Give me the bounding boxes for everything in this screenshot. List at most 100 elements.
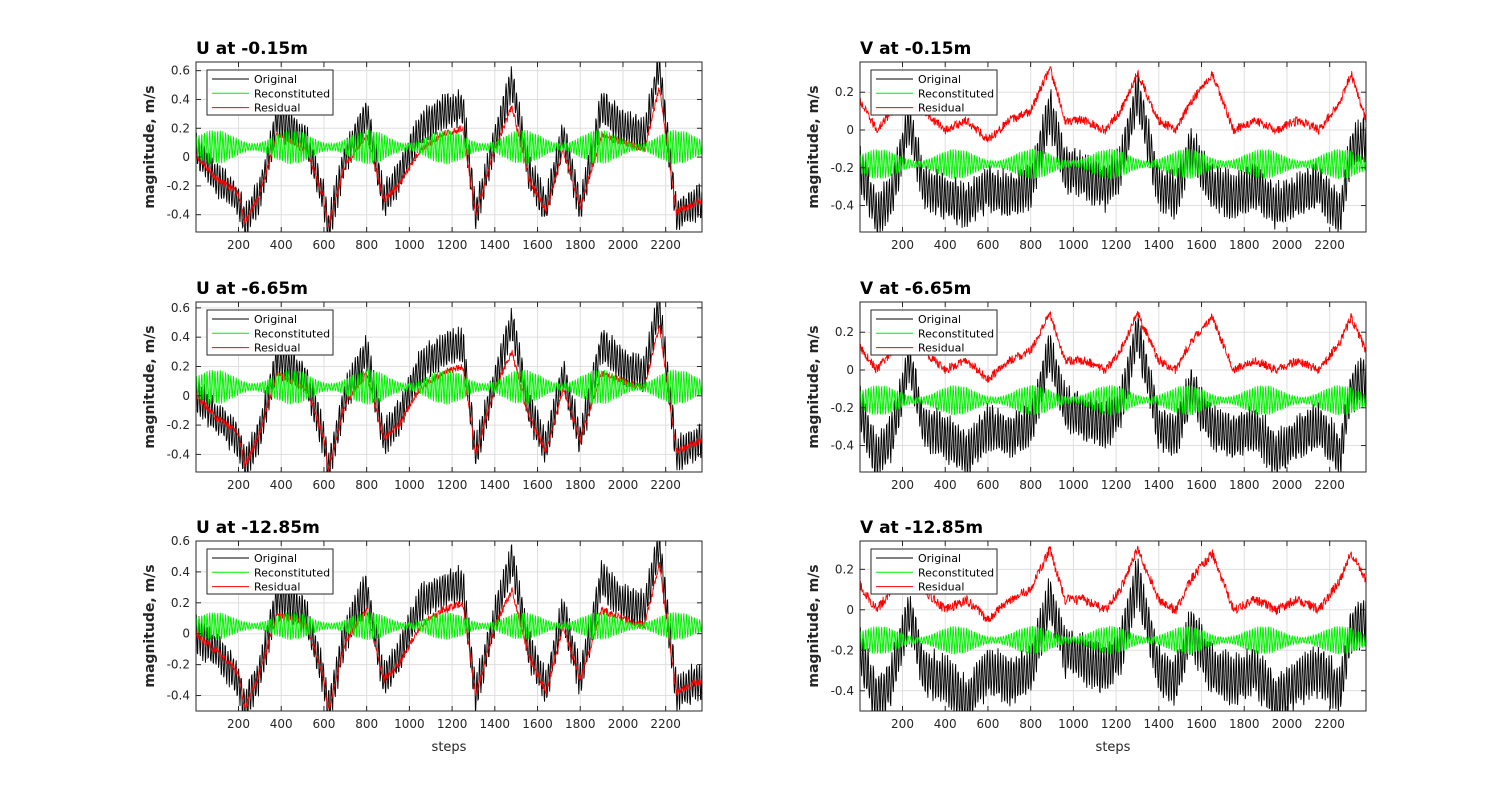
- xtick-label-2: 600: [976, 717, 999, 731]
- xtick-label-7: 1600: [1186, 478, 1217, 492]
- series-reconstituted: [860, 625, 1366, 655]
- ytick-label-0: -0.4: [831, 199, 854, 213]
- ytick-label-4: 0.4: [171, 330, 190, 344]
- subplot-6: 200 400 600 800 1000 1200 1400 1600 1800 2000 2200…: [806, 518, 1367, 755]
- xtick-label-1: 400: [270, 478, 293, 492]
- xtick-label-2: 600: [976, 238, 999, 252]
- subplot-1: 200 400 600 800 1000 1200 1400 1600 1800 2000 2200…: [142, 39, 703, 252]
- xtick-label-1: 400: [934, 478, 957, 492]
- series-reconstituted: [196, 129, 702, 165]
- legend-entry-0: Original: [254, 552, 297, 565]
- xtick-label-4: 1000: [1058, 238, 1089, 252]
- xtick-label-3: 800: [1019, 717, 1042, 731]
- xtick-label-8: 1800: [1229, 717, 1260, 731]
- xtick-label-2: 600: [312, 717, 335, 731]
- axes-box: [195, 540, 703, 712]
- ytick-label-2: 0: [182, 627, 190, 641]
- ytick-label-1: -0.2: [167, 179, 190, 193]
- series-group: [860, 310, 1366, 472]
- xtick-label-0: 200: [891, 478, 914, 492]
- xtick-label-6: 1400: [480, 478, 511, 492]
- xtick-label-5: 1200: [1101, 717, 1132, 731]
- series-group: [196, 541, 702, 711]
- ytick-label-4: 0.4: [171, 92, 190, 106]
- legend-entry-0: Original: [918, 73, 961, 86]
- xtick-label-10: 2200: [650, 478, 681, 492]
- ytick-label-1: -0.2: [831, 161, 854, 175]
- ytick-label-0: -0.4: [831, 684, 854, 698]
- ytick-label-2: 0: [846, 123, 854, 137]
- ytick-label-0: -0.4: [831, 439, 854, 453]
- subplot-5: 200 400 600 800 1000 1200 1400 1600 1800 2000 2200…: [142, 518, 703, 755]
- xtick-label-0: 200: [227, 478, 250, 492]
- ytick-label-3: 0.2: [171, 596, 190, 610]
- xtick-label-9: 2000: [608, 478, 639, 492]
- subplot-title: V at -0.15m: [860, 39, 971, 59]
- legend-entry-2: Residual: [918, 102, 964, 115]
- xtick-label-7: 1600: [522, 717, 553, 731]
- series-original: [860, 71, 1366, 232]
- xtick-label-0: 200: [227, 238, 250, 252]
- xtick-label-9: 2000: [1272, 717, 1303, 731]
- ytick-label-1: -0.2: [831, 401, 854, 415]
- ytick-label-2: 0: [846, 603, 854, 617]
- series-residual: [860, 545, 1366, 623]
- legend-entry-2: Residual: [254, 102, 300, 115]
- xtick-label-5: 1200: [437, 717, 468, 731]
- series-original: [196, 541, 702, 711]
- xtick-label-6: 1400: [1144, 478, 1175, 492]
- ytick-label-4: 0.4: [171, 565, 190, 579]
- legend-entry-1: Reconstituted: [918, 87, 994, 100]
- ylabel: magnitude, m/s: [806, 85, 822, 208]
- xtick-label-8: 1800: [565, 717, 596, 731]
- xtick-label-6: 1400: [1144, 238, 1175, 252]
- xtick-label-8: 1800: [565, 238, 596, 252]
- ytick-label-3: 0.2: [171, 121, 190, 135]
- xtick-label-4: 1000: [394, 717, 425, 731]
- xtick-label-3: 800: [1019, 238, 1042, 252]
- series-group: [196, 302, 702, 472]
- xtick-label-5: 1200: [1101, 238, 1132, 252]
- subplot-3: 200 400 600 800 1000 1200 1400 1600 1800 2000 2200…: [142, 279, 703, 492]
- series-original: [860, 317, 1366, 472]
- axes-box: [859, 301, 1367, 473]
- legend-entry-2: Residual: [918, 342, 964, 355]
- xtick-label-10: 2200: [650, 717, 681, 731]
- ytick-label-2: 0: [182, 389, 190, 403]
- xtick-label-10: 2200: [650, 238, 681, 252]
- ytick-label-3: 0.2: [171, 359, 190, 373]
- subplot-2: 200 400 600 800 1000 1200 1400 1600 1800 2000 2200…: [806, 39, 1367, 252]
- xtick-label-3: 800: [355, 478, 378, 492]
- series-reconstituted: [860, 385, 1366, 416]
- xlabel: steps: [1096, 740, 1131, 755]
- xtick-label-1: 400: [270, 238, 293, 252]
- series-original: [196, 302, 702, 472]
- ytick-label-1: -0.2: [167, 658, 190, 672]
- subplot-title: V at -12.85m: [860, 518, 983, 538]
- xtick-label-8: 1800: [565, 478, 596, 492]
- xtick-label-9: 2000: [608, 238, 639, 252]
- ytick-label-2: 0: [182, 150, 190, 164]
- legend-entry-0: Original: [254, 313, 297, 326]
- legend-entry-0: Original: [254, 73, 297, 86]
- xtick-label-5: 1200: [1101, 478, 1132, 492]
- series-reconstituted: [196, 369, 702, 405]
- legend-entry-0: Original: [918, 552, 961, 565]
- axes-box: [859, 540, 1367, 712]
- series-group: [860, 545, 1366, 711]
- xtick-label-4: 1000: [394, 238, 425, 252]
- legend-entry-1: Reconstituted: [918, 327, 994, 340]
- axes-box: [859, 61, 1367, 233]
- series-residual: [860, 310, 1366, 384]
- ylabel: magnitude, m/s: [142, 325, 158, 448]
- xtick-label-3: 800: [355, 238, 378, 252]
- xtick-label-1: 400: [270, 717, 293, 731]
- ylabel: magnitude, m/s: [142, 85, 158, 208]
- xtick-label-0: 200: [891, 717, 914, 731]
- xtick-label-1: 400: [934, 238, 957, 252]
- xtick-label-10: 2200: [1314, 717, 1345, 731]
- subplot-title: V at -6.65m: [860, 279, 971, 299]
